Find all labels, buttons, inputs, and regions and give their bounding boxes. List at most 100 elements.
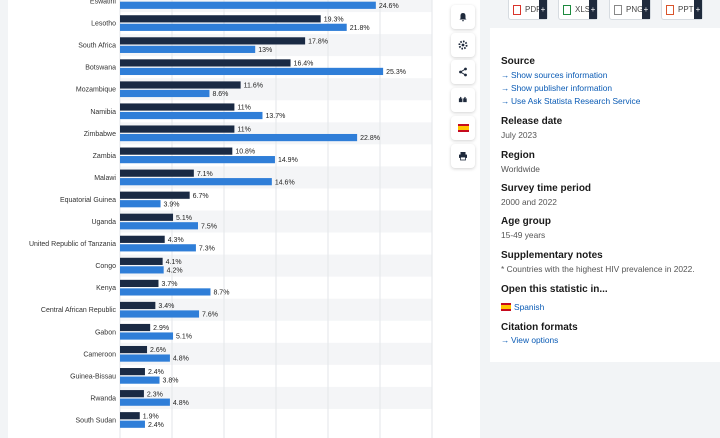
download-ppt-label: PPT (678, 5, 694, 14)
data-label: 4.8% (173, 356, 189, 363)
ppt-file-icon (666, 4, 674, 15)
category-label: South Sudan (76, 417, 117, 424)
data-label: 7.1% (197, 171, 213, 178)
category-label: Rwanda (90, 395, 116, 402)
category-label: Guinea-Bissau (70, 373, 116, 380)
data-label: 21.8% (350, 25, 370, 32)
data-label: 11% (237, 127, 251, 134)
ppt-plus-icon: + (694, 0, 702, 19)
category-label: Botswana (85, 65, 116, 72)
bar (120, 15, 321, 23)
category-label: Uganda (91, 219, 116, 226)
age-group-value: 15-49 years (501, 230, 546, 240)
data-label: 4.8% (173, 400, 189, 407)
bar (120, 310, 200, 318)
data-label: 11% (237, 105, 251, 112)
view-options-label: View options (511, 335, 559, 345)
bar (120, 103, 235, 111)
data-label: 2.6% (150, 347, 166, 354)
category-label: Gabon (95, 329, 116, 336)
arrow-right-icon: → (501, 70, 510, 80)
bar (120, 45, 256, 53)
release-date-value: July 2023 (501, 130, 537, 140)
show-publisher-link[interactable]: → Show publisher information (501, 83, 612, 93)
print-icon (459, 152, 467, 161)
category-label: United Republic of Tanzania (29, 241, 116, 248)
ask-statista-link[interactable]: → Use Ask Statista Research Service (501, 96, 640, 106)
download-png-button[interactable]: PNG + (609, 0, 651, 20)
source-heading: Source (501, 56, 535, 67)
data-label: 7.6% (202, 312, 218, 319)
bar (120, 288, 211, 296)
bar (120, 354, 170, 362)
bar (120, 398, 170, 406)
data-label: 3.8% (163, 378, 179, 385)
category-label: Equatorial Guinea (60, 197, 116, 204)
data-label: 13% (258, 47, 272, 54)
survey-period-value: 2000 and 2022 (501, 197, 557, 207)
bar (120, 1, 376, 9)
data-label: 4.3% (168, 237, 184, 244)
data-label: 7.5% (201, 223, 217, 230)
data-label: 7.3% (199, 245, 215, 252)
bell-icon (459, 13, 467, 22)
download-png-label: PNG (626, 5, 644, 14)
supplementary-notes-value: * Countries with the highest HIV prevale… (501, 264, 695, 274)
chart-panel: Eswatini 24.6% Lesotho 19.3% 21.8% South Afri… (8, 0, 480, 438)
print-button[interactable] (451, 144, 475, 168)
notification-button[interactable] (451, 5, 475, 29)
category-label: Lesotho (91, 21, 116, 28)
download-pdf-button[interactable]: PDF + (508, 0, 548, 20)
data-label: 17.8% (308, 38, 328, 45)
bar (120, 222, 198, 230)
language-button[interactable] (451, 116, 475, 140)
cite-button[interactable] (451, 88, 475, 112)
open-spanish-link[interactable]: Spanish (501, 302, 544, 312)
data-label: 4.1% (166, 259, 182, 266)
download-pdf-label: PDF (525, 5, 541, 14)
bar (120, 244, 196, 252)
bar (120, 345, 148, 354)
category-label: Zambia (93, 153, 116, 160)
data-label: 1.9% (143, 413, 159, 420)
citation-formats-heading: Citation formats (501, 322, 578, 333)
data-label: 13.7% (265, 113, 285, 120)
bar (120, 301, 156, 310)
data-label: 2.3% (147, 391, 163, 398)
category-label: South Africa (78, 43, 116, 50)
age-group-heading: Age group (501, 216, 551, 227)
chart-toolbar (448, 0, 478, 438)
share-button[interactable] (451, 60, 475, 84)
bar (120, 200, 161, 208)
show-sources-label: Show sources information (511, 70, 608, 80)
show-publisher-label: Show publisher information (511, 83, 613, 93)
bar (120, 89, 210, 98)
pdf-plus-icon: + (539, 0, 547, 19)
data-label: 2.4% (148, 369, 164, 376)
show-sources-link[interactable]: → Show sources information (501, 70, 607, 80)
data-label: 2.9% (153, 325, 169, 332)
settings-button[interactable] (451, 33, 475, 57)
download-xls-label: XLS (575, 5, 591, 14)
data-label: 24.6% (379, 3, 399, 10)
quote-icon (458, 96, 467, 103)
bar (120, 323, 151, 332)
download-xls-button[interactable]: XLS + (558, 0, 598, 20)
data-label: 10.8% (235, 149, 255, 156)
bar (120, 125, 235, 133)
spanish-flag-icon (457, 124, 469, 132)
arrow-right-icon: → (501, 335, 510, 345)
category-label: Zimbabwe (84, 131, 116, 138)
view-options-link[interactable]: → View options (501, 335, 558, 345)
region-value: Worldwide (501, 164, 540, 174)
bar (120, 412, 140, 420)
download-ppt-button[interactable]: PPT + (661, 0, 703, 20)
bar (120, 59, 291, 67)
data-label: 25.3% (386, 69, 406, 76)
png-plus-icon: + (642, 0, 650, 19)
bar (120, 191, 190, 199)
release-date-heading: Release date (501, 116, 563, 127)
bar (120, 133, 358, 142)
data-label: 5.1% (176, 215, 192, 222)
statistic-info-panel: PDF + XLS + PNG + PPT + Source → Show sou… (490, 0, 720, 362)
